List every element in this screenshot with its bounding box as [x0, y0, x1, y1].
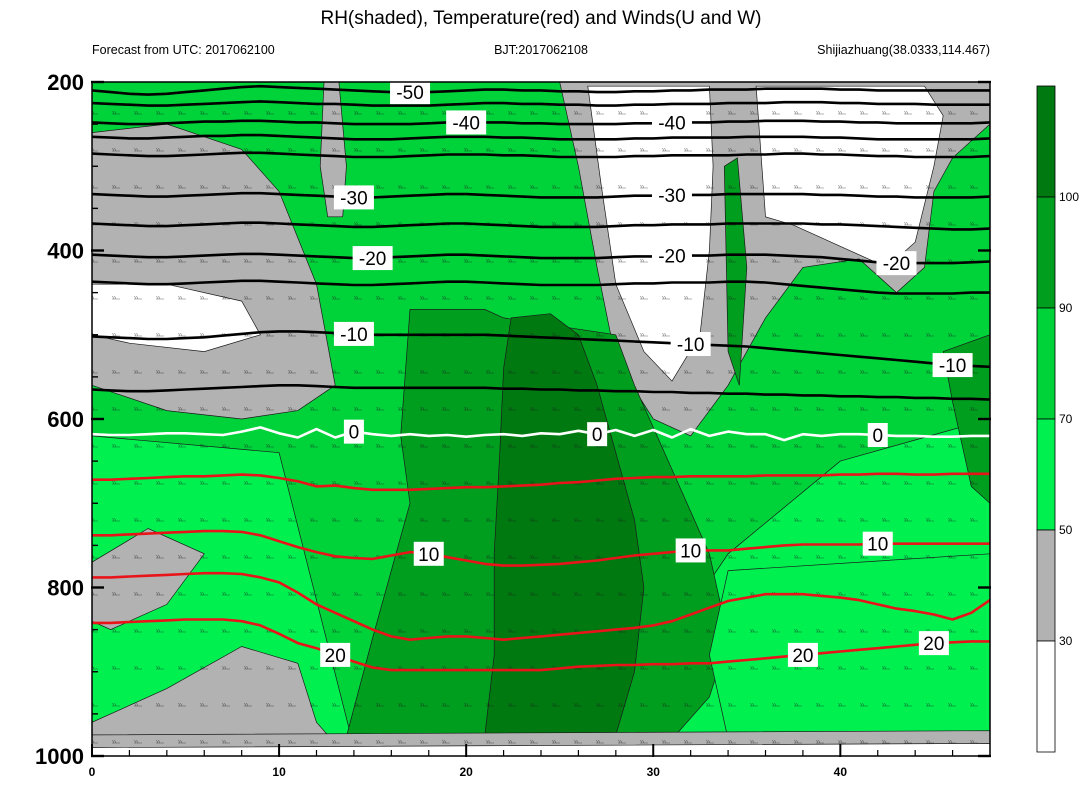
svg-text:10: 10: [867, 535, 888, 556]
isotherm-line: [92, 279, 990, 295]
colorbar-label: 90: [1059, 301, 1073, 315]
svg-text:20: 20: [923, 634, 944, 655]
contour-label: -10: [333, 321, 374, 346]
contour-label: 10: [675, 538, 706, 563]
contour-label: 0: [867, 423, 888, 448]
colorbar-swatch: [1036, 640, 1056, 753]
contour-label: 0: [343, 419, 364, 444]
x-tick-label: 40: [834, 765, 848, 779]
isotherm-line: [92, 221, 990, 231]
svg-text:20: 20: [325, 646, 346, 667]
isotherm-line: [92, 151, 990, 159]
colorbar: 100 90 70 50 30: [1036, 85, 1079, 753]
colorbar-label: 50: [1059, 523, 1073, 537]
isotherm-line: [92, 384, 990, 401]
isotherm-line: [92, 119, 990, 126]
svg-text:-20: -20: [883, 254, 910, 275]
contour-label: 0: [587, 422, 608, 447]
svg-text:-20: -20: [658, 247, 685, 268]
contour-label: 20: [787, 642, 818, 667]
svg-text:20: 20: [792, 646, 813, 667]
contour-label: 10: [413, 541, 444, 566]
y-tick-label: 400: [47, 239, 84, 264]
svg-text:10: 10: [680, 541, 701, 562]
isotherm-line: [92, 529, 990, 567]
svg-text:-20: -20: [359, 249, 386, 270]
svg-text:0: 0: [872, 426, 883, 447]
y-tick-label: 1000: [35, 744, 84, 769]
isotherm-line: [92, 618, 990, 672]
contour-label: -10: [932, 353, 973, 378]
contour-label: -50: [390, 82, 431, 105]
contour-label: -10: [670, 332, 711, 357]
svg-text:-10: -10: [677, 335, 704, 356]
isotherm-line: [92, 426, 990, 442]
y-tick-label: 600: [47, 407, 84, 432]
svg-text:-10: -10: [939, 356, 966, 377]
colorbar-swatch: [1036, 307, 1056, 420]
colorbar-label: 70: [1059, 412, 1073, 426]
svg-text:-30: -30: [340, 188, 367, 209]
forecast-init-label: Forecast from UTC: 2017062100: [92, 43, 275, 57]
temperature-contours: [92, 84, 990, 672]
contour-label: 20: [320, 642, 351, 667]
contour-label: -40: [651, 110, 692, 135]
svg-text:-50: -50: [396, 83, 423, 104]
x-tick-label: 20: [459, 765, 473, 779]
wind-barb-field: [92, 82, 990, 756]
plot-area: -50 -40 -40 -30 -30 -20 -20 -20 -10 -10 -10 0 0 0 10 10…: [92, 82, 990, 756]
contour-label: -30: [333, 185, 374, 210]
isotherm-line: [92, 84, 990, 96]
isotherm-line: [92, 472, 990, 492]
contour-label: -20: [352, 246, 393, 271]
y-tick-label: 800: [47, 576, 84, 601]
colorbar-label: 100: [1059, 190, 1079, 204]
contour-label: 20: [918, 631, 949, 656]
y-tick-label: 200: [47, 70, 84, 95]
svg-text:10: 10: [418, 545, 439, 566]
contour-labels: -50 -40 -40 -30 -30 -20 -20 -20 -10 -10 -10 0 0 0 10 10…: [320, 82, 973, 667]
x-tick-label: 10: [272, 765, 286, 779]
contour-label: 10: [862, 531, 893, 556]
station-label: Shijiazhuang(38.0333,114.467): [817, 43, 990, 57]
isotherm-line: [92, 191, 990, 199]
contour-label: -30: [651, 182, 692, 207]
svg-text:-30: -30: [658, 186, 685, 207]
chart-title: RH(shaded), Temperature(red) and Winds(U…: [320, 8, 761, 29]
isotherm-line: [92, 571, 990, 641]
colorbar-swatch: [1036, 85, 1056, 198]
svg-text:-10: -10: [340, 325, 367, 346]
colorbar-label: 30: [1059, 634, 1073, 648]
isotherm-line: [92, 133, 990, 141]
contour-label: -20: [651, 243, 692, 268]
isotherm-line: [92, 252, 990, 265]
colorbar-swatch: [1036, 196, 1056, 309]
svg-text:-40: -40: [658, 113, 685, 134]
contour-label: -40: [446, 110, 487, 135]
bjt-time-label: BJT:2017062108: [494, 43, 588, 57]
contour-label: -20: [876, 251, 917, 276]
isotherm-line: [92, 330, 990, 369]
svg-text:-40: -40: [452, 113, 479, 134]
svg-text:0: 0: [592, 425, 603, 446]
colorbar-swatch: [1036, 529, 1056, 642]
x-tick-label: 0: [89, 765, 96, 779]
svg-text:0: 0: [349, 423, 360, 444]
x-tick-label: 30: [647, 765, 661, 779]
colorbar-swatch: [1036, 418, 1056, 531]
isotherm-line: [92, 100, 990, 107]
